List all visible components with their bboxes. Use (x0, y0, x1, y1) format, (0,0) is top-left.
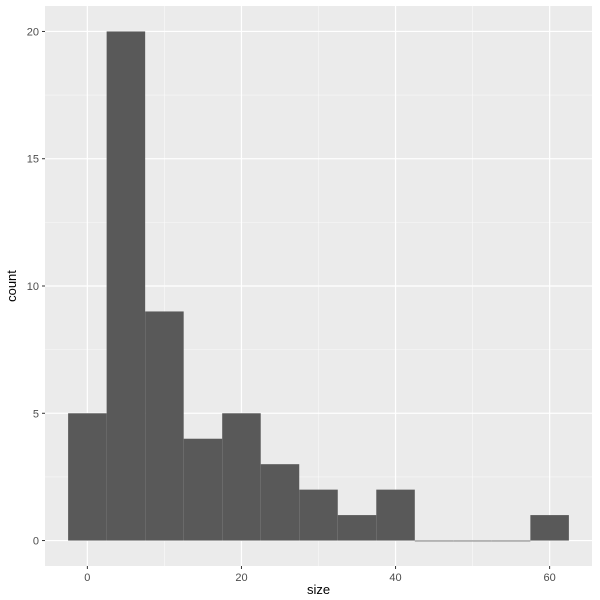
x-tick-label: 0 (84, 572, 90, 584)
y-tick-label: 5 (33, 408, 39, 420)
histogram-bar (491, 540, 531, 542)
x-axis-title: size (307, 582, 330, 597)
histogram-bar (453, 540, 492, 542)
histogram-bar (145, 311, 184, 541)
histogram-bar (68, 413, 107, 541)
x-tick-label: 20 (235, 572, 247, 584)
y-axis-ticks: 0 5 10 15 20 (27, 26, 45, 548)
histogram-bar (183, 438, 223, 541)
histogram-bar (106, 31, 146, 541)
histogram-bar (222, 413, 261, 541)
x-axis-ticks: 0 20 40 60 (84, 566, 556, 584)
histogram-bar (530, 515, 569, 541)
histogram-bar (376, 489, 415, 541)
histogram-bar (414, 540, 454, 542)
y-tick-label: 15 (27, 154, 39, 166)
histogram-bar (260, 464, 300, 541)
x-tick-label: 60 (544, 572, 556, 584)
y-tick-label: 0 (33, 536, 39, 548)
histogram-bar (337, 515, 377, 541)
y-tick-label: 20 (27, 26, 39, 38)
histogram-bar (299, 489, 338, 541)
x-tick-label: 40 (389, 572, 401, 584)
y-axis-title: count (4, 270, 19, 302)
bars (68, 31, 569, 542)
y-tick-label: 10 (27, 281, 39, 293)
